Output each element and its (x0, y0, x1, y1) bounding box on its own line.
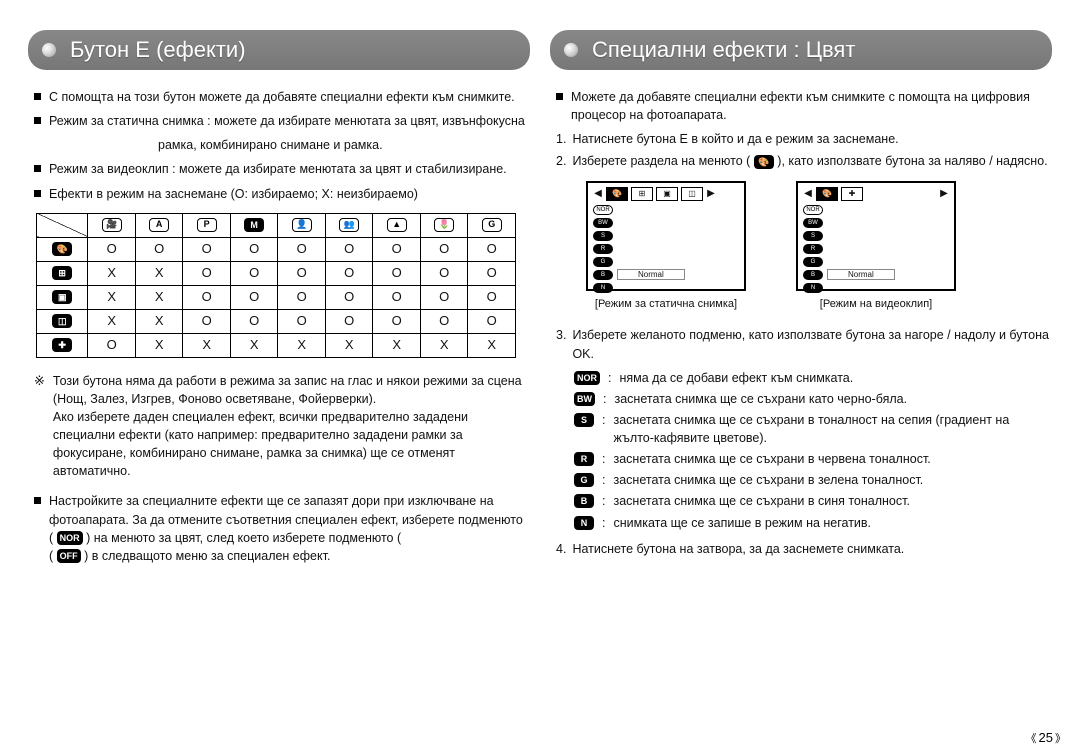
left-p1: С помощта на този бутон можете да добавя… (34, 88, 530, 106)
step-1: 1.Натиснете бутона E в който и да е режи… (556, 130, 1052, 148)
palette-icon: 🎨 (754, 155, 774, 169)
left-p3: Режим за видеоклип : можете да избирате … (34, 160, 530, 178)
caption-photo: [Режим за статична снимка] (586, 297, 746, 313)
row-icon: ◫ (37, 309, 88, 333)
left-p2b: рамка, комбинирано снимане и рамка. (158, 136, 530, 154)
effect-list: NOR:няма да се добави ефект към снимката… (574, 369, 1052, 532)
effect-item: S:заснетата снимка ще се съхрани в тонал… (574, 411, 1052, 447)
effect-item: B:заснетата снимка ще се съхрани в синя … (574, 492, 1052, 510)
step-4: 4.Натиснете бутона на затвора, за да зас… (556, 540, 1052, 558)
table-row: ◫XXOOOOOOO (37, 309, 516, 333)
screen-photo-mode: ◀🎨⊞▣◫▶ NOR BW S R G BNormal N [Режим за … (586, 181, 746, 313)
left-p2: Режим за статична снимка : можете да изб… (34, 112, 530, 130)
row-icon: ✚ (37, 333, 88, 357)
col-icon: ▲ (373, 213, 421, 237)
col-icon: G (468, 213, 516, 237)
effect-item: BW:заснетата снимка ще се съхрани като ч… (574, 390, 1052, 408)
screen-video-mode: ◀🎨✚▶ NOR BW S R G BNormal N [Режим на ви… (796, 181, 956, 313)
col-icon: P (183, 213, 231, 237)
col-icon: A (135, 213, 183, 237)
row-icon: ⊞ (37, 261, 88, 285)
effects-table: 🎥 A P M 👤 👥 ▲ 🌷 G 🎨OOOOOOOOO ⊞XXOOOOOOO … (36, 213, 516, 358)
row-icon: ▣ (37, 285, 88, 309)
table-row: 🎨OOOOOOOOO (37, 237, 516, 261)
caption-video: [Режим на видеоклип] (796, 297, 956, 313)
step-2: 2. Изберете раздела на менюто ( 🎨 ), кат… (556, 152, 1052, 170)
left-note1: ※ Този бутона няма да работи в режима за… (34, 372, 530, 481)
table-header-row: 🎥 A P M 👤 👥 ▲ 🌷 G (37, 213, 516, 237)
table-diag-cell (37, 213, 88, 237)
effect-item: G:заснетата снимка ще се съхрани в зелен… (574, 471, 1052, 489)
row-icon: 🎨 (37, 237, 88, 261)
table-row: ⊞XXOOOOOOO (37, 261, 516, 285)
effect-item: NOR:няма да се добави ефект към снимката… (574, 369, 1052, 387)
col-icon: 👥 (325, 213, 373, 237)
right-header: Специални ефекти : Цвят (550, 30, 1052, 70)
left-column: Бутон Е (ефекти) С помощта на този бутон… (28, 30, 530, 726)
step-3: 3.Изберете желаното подменю, като използ… (556, 326, 1052, 362)
table-row: ▣XXOOOOOOO (37, 285, 516, 309)
col-icon: M (230, 213, 278, 237)
page-number: 25 (1026, 730, 1066, 746)
right-p1: Можете да добавяте специални ефекти към … (556, 88, 1052, 124)
nor-icon: NOR (57, 531, 83, 545)
left-header: Бутон Е (ефекти) (28, 30, 530, 70)
col-icon: 👤 (278, 213, 326, 237)
left-note2: Настройките за специалните ефекти ще се … (34, 492, 530, 565)
left-p4: Ефекти в режим на заснемане (O: избираем… (34, 185, 530, 203)
right-column: Специални ефекти : Цвят Можете да добавя… (550, 30, 1052, 726)
effect-item: R:заснетата снимка ще се съхрани в черве… (574, 450, 1052, 468)
col-icon: 🌷 (420, 213, 468, 237)
table-row: ✚OXXXXXXXX (37, 333, 516, 357)
off-icon: OFF (57, 549, 81, 563)
effect-item: N:снимката ще се запише в режим на негат… (574, 514, 1052, 532)
col-icon: 🎥 (88, 213, 136, 237)
